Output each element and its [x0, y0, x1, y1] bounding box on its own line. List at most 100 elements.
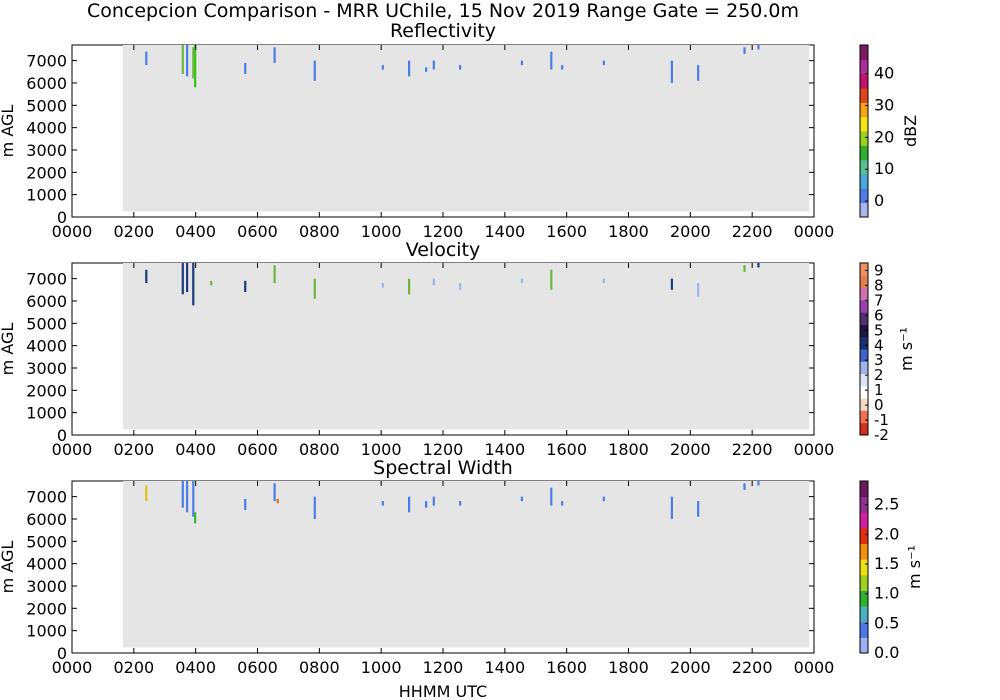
colorbar-segment	[860, 361, 868, 375]
coverage-layer	[123, 45, 810, 212]
y-tick-label: 2000	[26, 381, 67, 400]
colorbar-segment	[860, 174, 868, 189]
colorbar-tick-label: 2.5	[874, 495, 899, 514]
echo-streak	[743, 47, 746, 54]
echo-layer	[145, 263, 760, 306]
echo-streak	[192, 481, 195, 517]
x-tick-label: 1600	[546, 222, 587, 241]
colorbar-segment	[860, 637, 868, 654]
x-tick-label: 1600	[546, 658, 587, 677]
x-tick-label: 1200	[423, 658, 464, 677]
colorbar-segment	[860, 116, 868, 132]
y-tick-label: 7000	[26, 488, 67, 507]
echo-streak	[273, 265, 276, 284]
colorbar-tick-label: 4	[874, 336, 884, 354]
y-tick-label: 0	[57, 426, 67, 445]
echo-layer	[145, 45, 760, 88]
colorbar-segment	[860, 188, 868, 204]
y-tick-label: 1000	[26, 186, 67, 205]
colorbar-tick-label: 0	[874, 191, 884, 210]
colorbar-segment	[860, 299, 868, 313]
colorbar-segment	[860, 312, 868, 325]
echo-streak	[186, 45, 189, 77]
colorbar-segment	[860, 263, 868, 276]
colorbar-label: dBZ	[901, 115, 920, 147]
echo-streak	[602, 496, 605, 502]
x-tick-label: 0000	[794, 658, 835, 677]
echo-streak	[192, 263, 195, 306]
colorbar-frame	[859, 480, 869, 654]
x-tick-label: 0000	[52, 222, 93, 241]
colorbar-segment	[860, 102, 868, 118]
colorbar-tick-label: 9	[874, 261, 884, 279]
colorbar-segment	[860, 543, 868, 560]
coverage-area	[123, 263, 810, 430]
colorbar-tick-label: 1.5	[874, 554, 899, 573]
colorbar-segment	[860, 574, 868, 591]
panel-velocity: Velocity 0000 0200 0400 0600 0800 1000 1200 140…	[0, 239, 916, 459]
colorbar-segment	[860, 527, 868, 545]
colorbar-label: m s⁻¹	[897, 327, 916, 371]
y-tick-label: 5000	[26, 96, 67, 115]
echo-streak	[602, 60, 605, 66]
echo-streak	[520, 496, 524, 502]
echo-streak	[381, 283, 384, 288]
x-tick-label: 1800	[608, 440, 649, 459]
x-tick-label: 2000	[670, 658, 711, 677]
x-tick-label: 0200	[113, 222, 154, 241]
echo-streak	[407, 60, 411, 77]
echo-streak	[697, 65, 700, 81]
x-tick-label: 2200	[732, 222, 773, 241]
colorbar-segment	[860, 621, 868, 638]
echo-streak	[194, 512, 197, 524]
colorbar-segment	[860, 398, 868, 411]
colorbar: 0.0 0.5 1.0 1.5 2.0 2.5	[859, 480, 899, 662]
echo-streak	[670, 278, 673, 290]
x-tick-label: 1400	[484, 222, 525, 241]
x-tick-label: 0000	[794, 222, 835, 241]
x-tick-layer: 0000 0200 0400 0600 0800 1000 1200 1400 1600 1800…	[52, 263, 834, 459]
x-tick-label: 0000	[52, 440, 93, 459]
echo-streak	[145, 51, 148, 66]
panel-title: Reflectivity	[390, 20, 496, 42]
colorbar-tick-label: 5	[874, 321, 884, 339]
x-tick-label: 0600	[237, 440, 278, 459]
colorbar-segment	[860, 145, 868, 161]
echo-streak	[602, 278, 605, 284]
panel-title: Velocity	[406, 239, 481, 261]
x-tick-label: 1400	[484, 440, 525, 459]
colorbar-tick-label: 0	[874, 396, 884, 414]
colorbar-segment	[860, 159, 868, 175]
colorbar-segment	[860, 606, 868, 623]
echo-streak	[381, 501, 384, 506]
echo-streak	[181, 45, 184, 75]
y-axis-label: m AGL	[0, 541, 17, 594]
x-tick-label: 1000	[361, 222, 402, 241]
colorbar-tick-label: 30	[874, 96, 894, 115]
colorbar-tick-label: 1.0	[874, 584, 899, 603]
colorbar-frame	[859, 262, 869, 436]
coverage-area	[123, 45, 810, 212]
x-axis-label: HHMM UTC	[399, 682, 487, 700]
echo-streak	[459, 65, 462, 70]
echo-streak	[145, 269, 148, 284]
colorbar-segment	[860, 496, 868, 513]
coverage-layer	[123, 263, 810, 430]
echo-streak	[181, 481, 184, 508]
y-tick-label: 5000	[26, 532, 67, 551]
echo-streak	[743, 265, 746, 272]
colorbar-tick-label: 40	[874, 64, 894, 83]
x-tick-label: 0400	[175, 658, 216, 677]
x-tick-label: 0400	[175, 222, 216, 241]
y-tick-label: 7000	[26, 52, 67, 71]
colorbar-tick-label: -1	[874, 411, 889, 429]
colorbar: 0 10 20 30 40	[859, 44, 894, 218]
colorbar-label: m s⁻¹	[905, 545, 924, 589]
echo-streak	[561, 501, 564, 506]
y-tick-label: 6000	[26, 510, 67, 529]
y-tick-label: 2000	[26, 163, 67, 182]
echo-streak	[273, 47, 276, 63]
echo-streak	[520, 60, 524, 66]
y-axis-label: m AGL	[0, 105, 17, 158]
echo-streak	[210, 280, 213, 286]
